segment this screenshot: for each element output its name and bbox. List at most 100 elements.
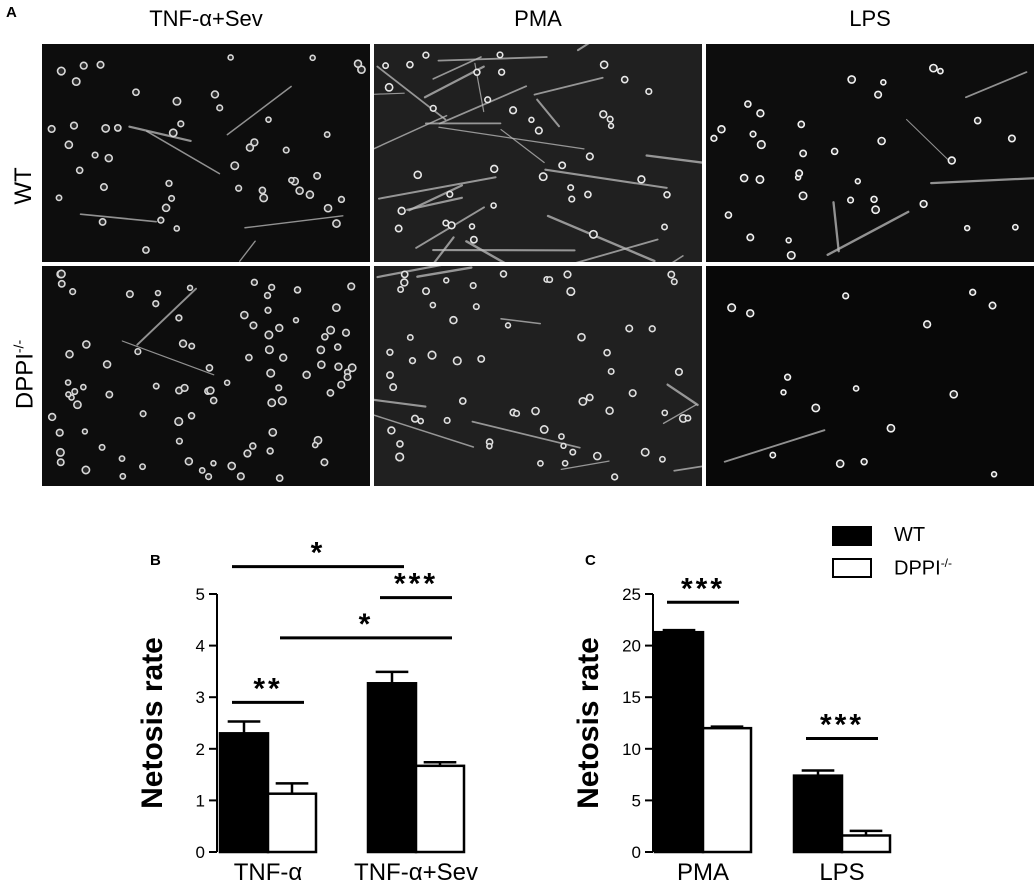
- cell-nucleus: [919, 199, 928, 209]
- x-tick-label: PMA: [677, 859, 729, 885]
- cell-nucleus: [606, 115, 614, 123]
- cell-nucleus: [152, 382, 160, 390]
- cell-nucleus: [797, 120, 806, 129]
- cell-nucleus: [546, 276, 554, 284]
- cell-nucleus: [264, 345, 274, 355]
- net-strand: [964, 71, 1028, 99]
- cell-nucleus: [458, 397, 467, 405]
- cell-nucleus: [603, 348, 611, 357]
- cell-nucleus: [293, 286, 302, 294]
- cell-nucleus: [275, 323, 284, 333]
- net-strand: [560, 460, 610, 471]
- micrograph-dppi-pma: [374, 266, 702, 486]
- cell-nucleus: [180, 383, 189, 393]
- cell-nucleus: [223, 379, 231, 386]
- net-strand: [128, 125, 192, 143]
- panel-a-letter: A: [6, 4, 17, 21]
- cell-nucleus: [504, 322, 512, 329]
- micrograph-dppi-tnf-sev: [42, 266, 370, 486]
- significance-label: *: [311, 537, 326, 570]
- cell-nucleus: [125, 290, 134, 299]
- cell-nucleus: [661, 409, 669, 417]
- cell-nucleus: [847, 75, 857, 84]
- cell-nucleus: [468, 223, 476, 230]
- net-strand: [826, 210, 910, 256]
- panel-c-letter: C: [585, 552, 596, 569]
- cell-nucleus: [578, 396, 588, 406]
- cell-nucleus: [473, 68, 481, 77]
- cell-nucleus: [311, 441, 319, 449]
- legend-swatch-wt: [832, 525, 872, 546]
- cell-nucleus: [577, 332, 586, 342]
- micrograph-wt-tnf-sev: [42, 44, 370, 262]
- cell-nucleus: [278, 353, 288, 362]
- cell-nucleus: [188, 342, 196, 350]
- cell-nucleus: [386, 348, 394, 356]
- cell-nucleus: [413, 170, 423, 180]
- cell-nucleus: [275, 474, 284, 483]
- cell-nucleus: [558, 161, 567, 170]
- cell-nucleus: [443, 416, 451, 425]
- cell-nucleus: [670, 278, 678, 286]
- cell-nucleus: [332, 219, 341, 228]
- cell-nucleus: [710, 134, 718, 143]
- cell-nucleus: [177, 120, 185, 128]
- net-strand: [374, 92, 405, 95]
- cell-nucleus: [266, 447, 274, 455]
- cell-nucleus: [154, 289, 162, 297]
- cell-nucleus: [795, 169, 804, 178]
- cell-nucleus: [168, 194, 176, 202]
- cell-nucleus: [508, 106, 518, 115]
- cell-nucleus: [316, 345, 326, 355]
- net-strand: [544, 168, 668, 189]
- cell-nucleus: [47, 412, 57, 422]
- cell-nucleus: [64, 140, 74, 150]
- cell-nucleus: [321, 332, 329, 341]
- cell-nucleus: [313, 171, 322, 180]
- cell-nucleus: [745, 309, 755, 318]
- cell-nucleus: [205, 364, 214, 372]
- cell-nucleus: [267, 398, 277, 408]
- cell-nucleus: [569, 448, 577, 456]
- cell-nucleus: [175, 437, 184, 445]
- cell-nucleus: [1011, 223, 1019, 231]
- net-strand: [906, 118, 949, 160]
- cell-nucleus: [489, 164, 499, 174]
- cell-nucleus: [64, 379, 72, 386]
- cell-nucleus: [209, 396, 218, 405]
- cell-nucleus: [684, 414, 692, 422]
- cell-nucleus: [408, 357, 417, 365]
- cell-nucleus: [537, 459, 544, 467]
- cell-nucleus: [206, 386, 215, 395]
- cell-nucleus: [264, 306, 272, 314]
- bar-dppi: [840, 834, 892, 854]
- cell-nucleus: [152, 299, 160, 308]
- legend-entry-wt: WT: [832, 524, 925, 547]
- cell-nucleus: [477, 354, 486, 363]
- cell-nucleus: [871, 205, 881, 215]
- significance-label: **: [253, 672, 282, 705]
- cell-nucleus: [82, 340, 91, 349]
- cell-nucleus: [410, 414, 420, 423]
- column-title-pma: PMA: [514, 6, 562, 31]
- cell-nucleus: [880, 79, 887, 86]
- cell-nucleus: [75, 166, 84, 175]
- cell-nucleus: [235, 184, 243, 192]
- cell-nucleus: [56, 458, 65, 467]
- cell-nucleus: [168, 128, 178, 138]
- cell-nucleus: [96, 60, 105, 69]
- cell-nucleus: [1007, 134, 1016, 143]
- net-strand: [377, 176, 497, 200]
- cell-nucleus: [98, 443, 106, 451]
- cell-nucleus: [198, 467, 206, 474]
- bar-wt: [653, 630, 705, 854]
- cell-nucleus: [610, 473, 619, 481]
- cell-nucleus: [512, 409, 521, 418]
- significance-label: ***: [394, 568, 438, 601]
- cell-nucleus: [395, 452, 405, 462]
- cell-nucleus: [210, 460, 217, 467]
- x-tick-label: TNF-α: [234, 859, 303, 885]
- net-strand: [671, 255, 684, 262]
- net-strand: [438, 126, 585, 150]
